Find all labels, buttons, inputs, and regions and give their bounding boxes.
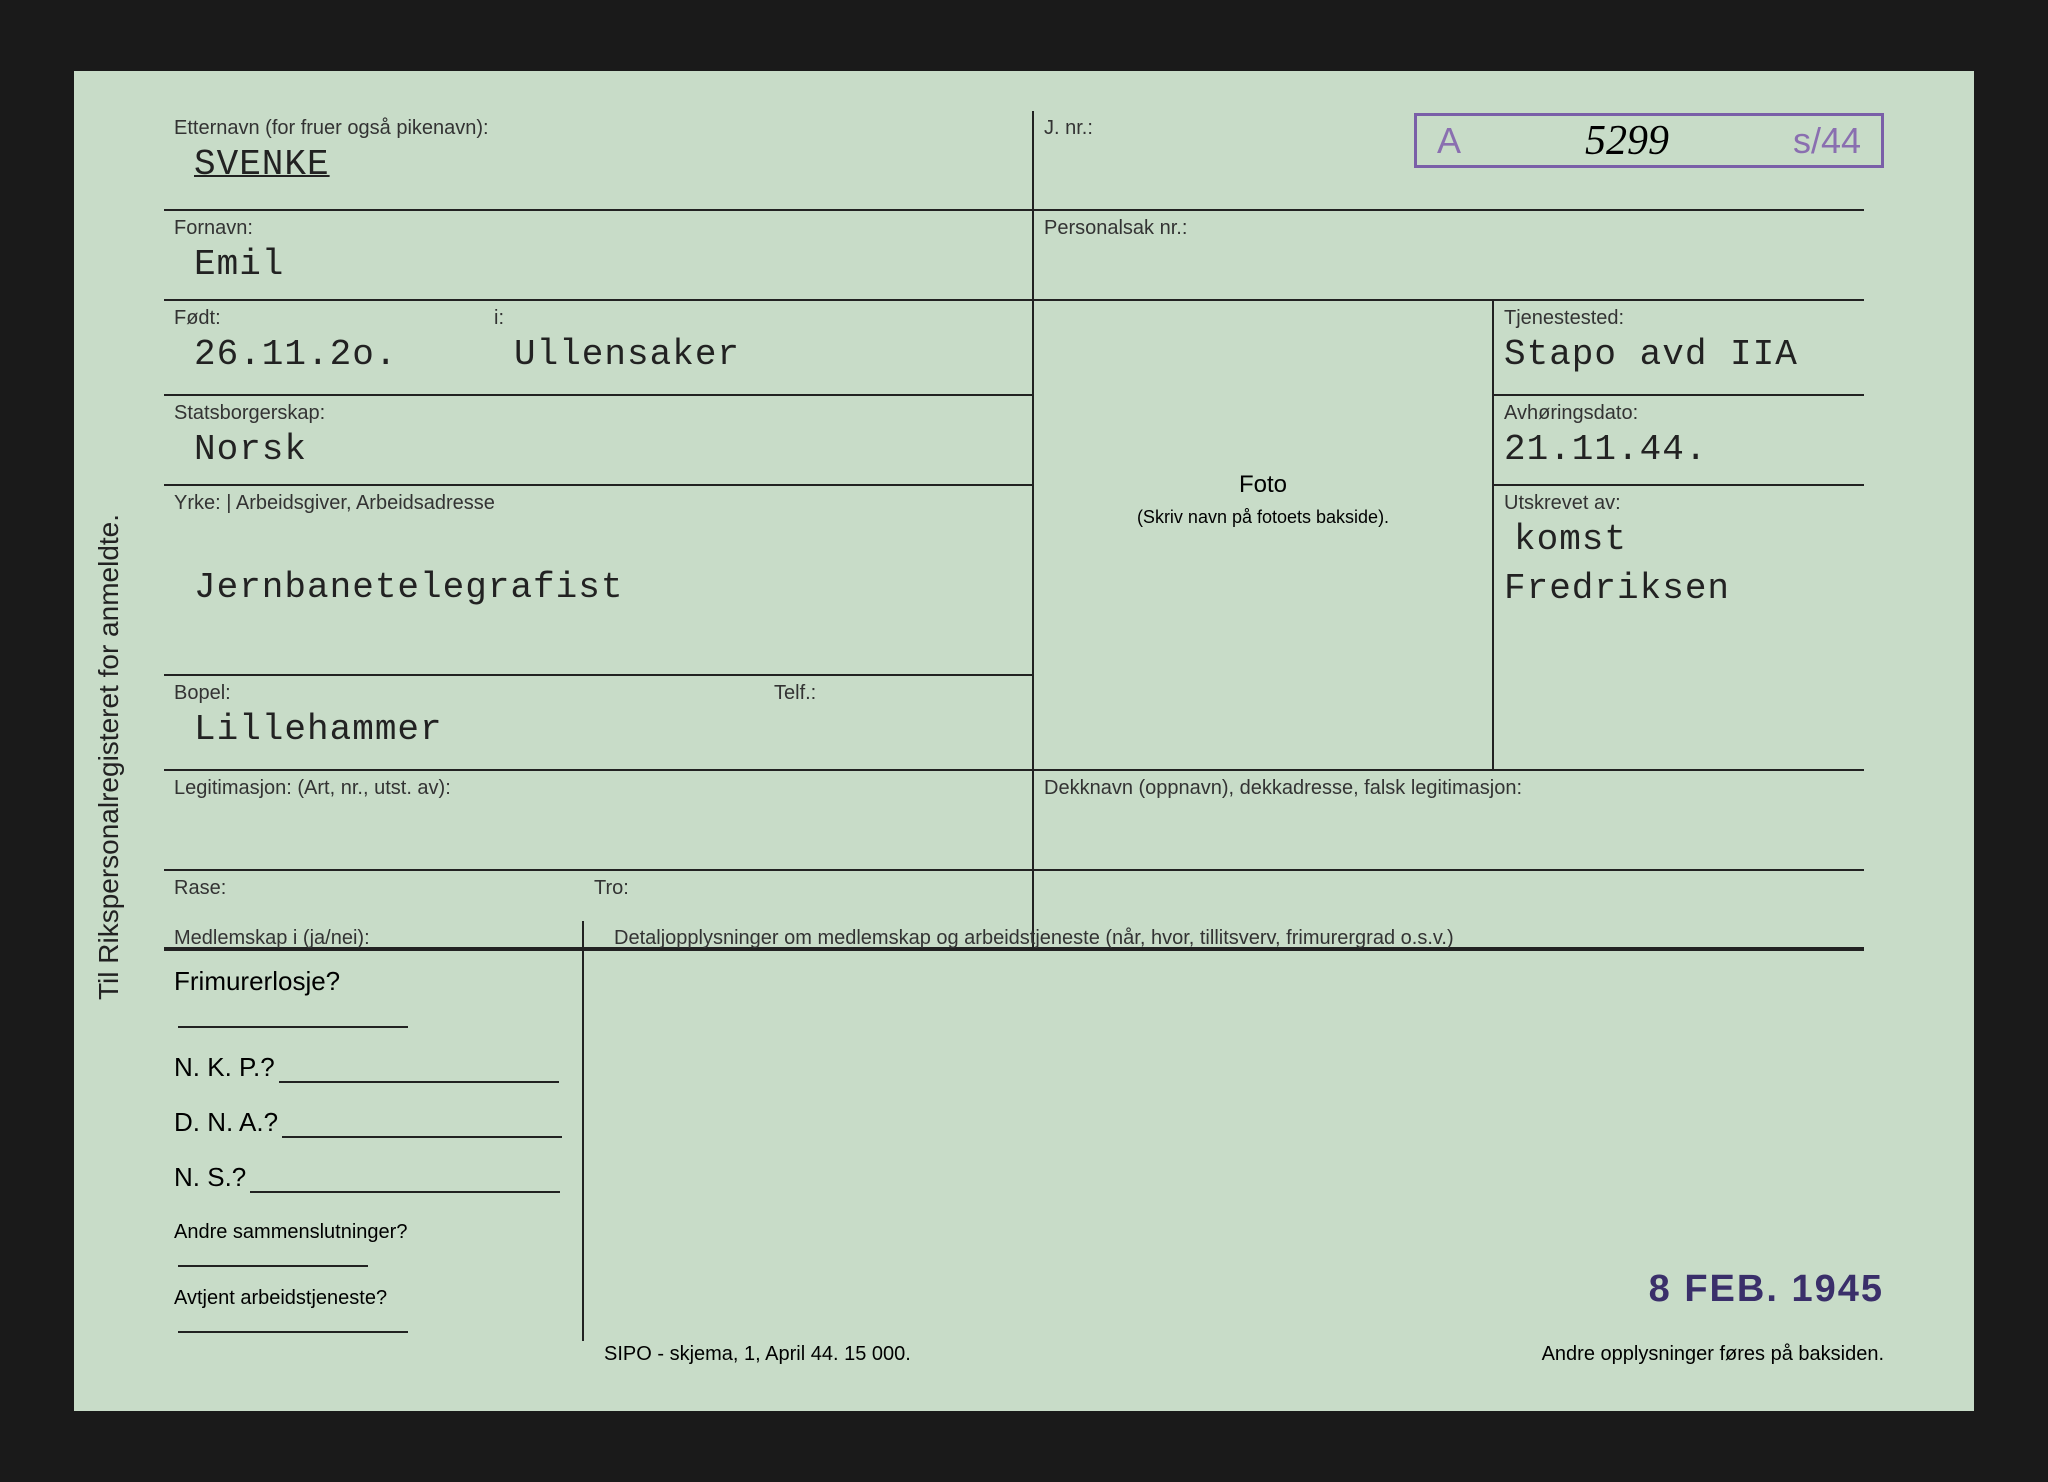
born-value: 26.11.2o. bbox=[164, 332, 484, 383]
photo-label: Foto bbox=[1034, 471, 1492, 499]
occupation-cell: Yrke: | Arbeidsgiver, Arbeidsadresse Jer… bbox=[164, 486, 1034, 676]
interrogation-date-cell: Avhøringsdato: 21.11.44. bbox=[1494, 396, 1864, 486]
faith-label: Tro: bbox=[584, 871, 1032, 902]
citizenship-label: Statsborgerskap: bbox=[164, 396, 1032, 427]
nkp-label: N. K. P.? bbox=[174, 1052, 275, 1082]
interrogation-date-value: 21.11.44. bbox=[1494, 427, 1864, 478]
firstname-label: Fornavn: bbox=[164, 211, 1032, 242]
footer-form-id: SIPO - skjema, 1, April 44. 15 000. bbox=[604, 1343, 911, 1366]
jnr-cell: J. nr.: bbox=[1034, 111, 1864, 211]
alias-cell: Dekknavn (oppnavn), dekkadresse, falsk l… bbox=[1034, 771, 1864, 871]
labor-service-item: Avtjent arbeidstjeneste? bbox=[164, 1269, 582, 1335]
personalsak-label: Personalsak nr.: bbox=[1034, 211, 1864, 242]
frimurer-label: Frimurerlosje? bbox=[174, 966, 340, 996]
date-stamp: 8 FEB. 1945 bbox=[1649, 1268, 1884, 1311]
issued-by-label: Utskrevet av: bbox=[1494, 486, 1864, 517]
membership-column: Medlemskap i (ja/nei): Frimurerlosje? N.… bbox=[164, 921, 584, 1341]
registration-card: Til Rikspersonalregisteret for anmeldte.… bbox=[74, 71, 1974, 1411]
residence-cell: Bopel: Lillehammer bbox=[164, 676, 764, 769]
occupation-value: Jernbanetelegrafist bbox=[164, 517, 1032, 616]
residence-label: Bopel: bbox=[164, 676, 764, 707]
vertical-label: Til Rikspersonalregisteret for anmeldte. bbox=[93, 514, 125, 1000]
dna-item: D. N. A.? bbox=[164, 1093, 582, 1148]
form-grid: Etternavn (for fruer også pikenavn): SVE… bbox=[164, 111, 1914, 981]
surname-cell: Etternavn (for fruer også pikenavn): SVE… bbox=[164, 111, 1034, 211]
station-label: Tjenestested: bbox=[1494, 301, 1864, 332]
born-place-label: i: bbox=[484, 301, 1032, 332]
details-label: Detaljopplysninger om medlemskap og arbe… bbox=[604, 921, 1464, 952]
station-cell: Tjenestested: Stapo avd IIA bbox=[1494, 301, 1864, 396]
phone-label: Telf.: bbox=[764, 676, 1032, 707]
citizenship-cell: Statsborgerskap: Norsk bbox=[164, 396, 1034, 486]
jnr-label: J. nr.: bbox=[1034, 111, 1864, 142]
residence-row: Bopel: Lillehammer Telf.: bbox=[164, 676, 1034, 771]
personalsak-cell: Personalsak nr.: bbox=[1034, 211, 1864, 301]
ns-item: N. S.? bbox=[164, 1148, 582, 1203]
firstname-value: Emil bbox=[164, 242, 1032, 293]
id-label: Legitimasjon: (Art, nr., utst. av): bbox=[164, 771, 1032, 802]
residence-value: Lillehammer bbox=[164, 707, 764, 758]
born-place-cell: i: Ullensaker bbox=[484, 301, 1032, 394]
nkp-item: N. K. P.? bbox=[164, 1038, 582, 1093]
interrogation-date-label: Avhøringsdato: bbox=[1494, 396, 1864, 427]
dna-label: D. N. A.? bbox=[174, 1107, 278, 1137]
occupation-label: Yrke: | Arbeidsgiver, Arbeidsadresse bbox=[164, 486, 1032, 517]
born-place-value: Ullensaker bbox=[484, 332, 1032, 383]
alias-label: Dekknavn (oppnavn), dekkadresse, falsk l… bbox=[1034, 771, 1864, 802]
born-row: Født: 26.11.2o. i: Ullensaker bbox=[164, 301, 1034, 396]
details-column: Detaljopplysninger om medlemskap og arbe… bbox=[604, 921, 1464, 952]
labor-service-label: Avtjent arbeidstjeneste? bbox=[174, 1287, 387, 1309]
citizenship-value: Norsk bbox=[164, 427, 1032, 478]
other-orgs-label: Andre sammenslutninger? bbox=[174, 1221, 407, 1243]
surname-value: SVENKE bbox=[164, 142, 1032, 193]
surname-label: Etternavn (for fruer også pikenavn): bbox=[164, 111, 1032, 142]
phone-cell: Telf.: bbox=[764, 676, 1032, 769]
membership-label: Medlemskap i (ja/nei): bbox=[164, 921, 582, 952]
race-label: Rase: bbox=[164, 871, 584, 902]
issued-by-value2: Fredriksen bbox=[1494, 568, 1864, 617]
footer-note: Andre opplysninger føres på baksiden. bbox=[1542, 1343, 1884, 1366]
born-label: Født: bbox=[164, 301, 484, 332]
photo-box: Foto (Skriv navn på fotoets bakside). bbox=[1034, 301, 1494, 771]
frimurer-item: Frimurerlosje? bbox=[164, 952, 582, 1038]
issued-by-cell: Utskrevet av: komst Fredriksen bbox=[1494, 486, 1864, 771]
station-value: Stapo avd IIA bbox=[1494, 332, 1864, 383]
photo-sublabel: (Skriv navn på fotoets bakside). bbox=[1034, 507, 1492, 528]
born-date-cell: Født: 26.11.2o. bbox=[164, 301, 484, 394]
firstname-cell: Fornavn: Emil bbox=[164, 211, 1034, 301]
other-orgs-item: Andre sammenslutninger? bbox=[164, 1203, 582, 1269]
ns-label: N. S.? bbox=[174, 1162, 246, 1192]
id-cell: Legitimasjon: (Art, nr., utst. av): bbox=[164, 771, 1034, 871]
issued-by-value1: komst bbox=[1494, 517, 1864, 568]
